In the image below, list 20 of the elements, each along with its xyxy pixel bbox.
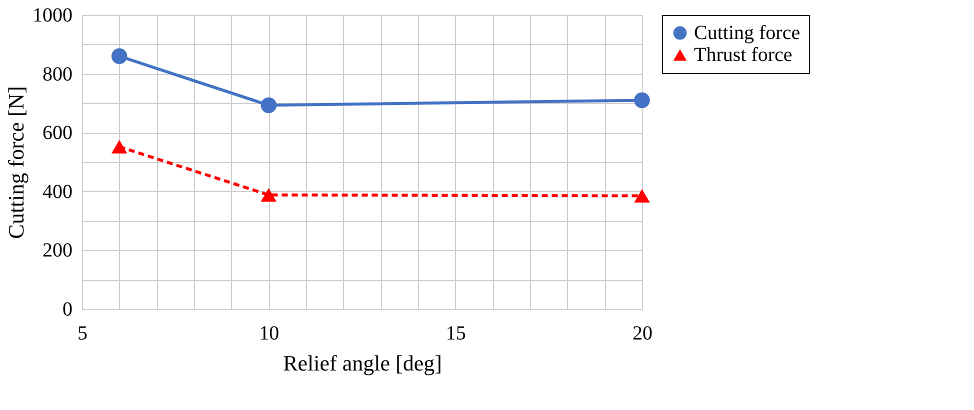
y-tick-label: 0 (62, 298, 72, 320)
x-tick-label: 20 (632, 322, 652, 344)
y-tick-label: 400 (42, 180, 72, 203)
y-tick-label: 800 (42, 63, 72, 86)
legend-label: Thrust force (694, 44, 792, 66)
y-tick-label: 200 (42, 240, 72, 262)
point (260, 188, 277, 202)
legend-label: Cutting force (694, 22, 800, 44)
point (111, 48, 128, 64)
point (634, 92, 650, 108)
y-tick-label: 600 (42, 122, 72, 144)
y-tick-label: 1000 (32, 4, 72, 26)
point (260, 97, 277, 114)
x-tick-label: 10 (259, 322, 280, 344)
x-tick-label: 5 (78, 322, 88, 344)
y-axis-title: Cutting force [N] (4, 86, 28, 239)
point (634, 188, 650, 203)
x-tick-label: 15 (446, 322, 466, 344)
x-axis-title: Relief angle [deg] (283, 350, 442, 376)
point (111, 140, 128, 154)
